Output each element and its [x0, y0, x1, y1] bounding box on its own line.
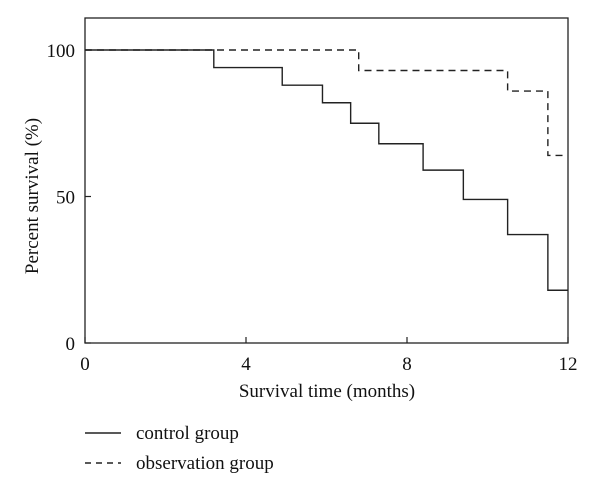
legend: control group observation group: [85, 423, 274, 474]
plot-area-border: [84, 17, 569, 344]
y-tick-label: 50: [56, 188, 75, 209]
plot-frame: [84, 17, 569, 344]
axis-ticks: 0 4 8 12 0 50 100: [47, 41, 578, 375]
y-tick-label: 0: [66, 334, 76, 355]
x-tick-label: 4: [241, 354, 251, 375]
x-tick-label: 0: [80, 354, 90, 375]
x-tick-label: 12: [559, 354, 578, 375]
series-line-control-group: [85, 49, 568, 291]
series-line-observation-group: [85, 49, 568, 157]
x-tick-label: 8: [402, 354, 412, 375]
x-axis-label: Survival time (months): [239, 381, 415, 402]
y-axis-label: Percent survival (%): [22, 118, 43, 274]
legend-label-observation-group: observation group: [136, 453, 274, 474]
series-lines: [85, 49, 568, 291]
y-tick-label: 100: [47, 41, 76, 62]
legend-label-control-group: control group: [136, 423, 239, 444]
